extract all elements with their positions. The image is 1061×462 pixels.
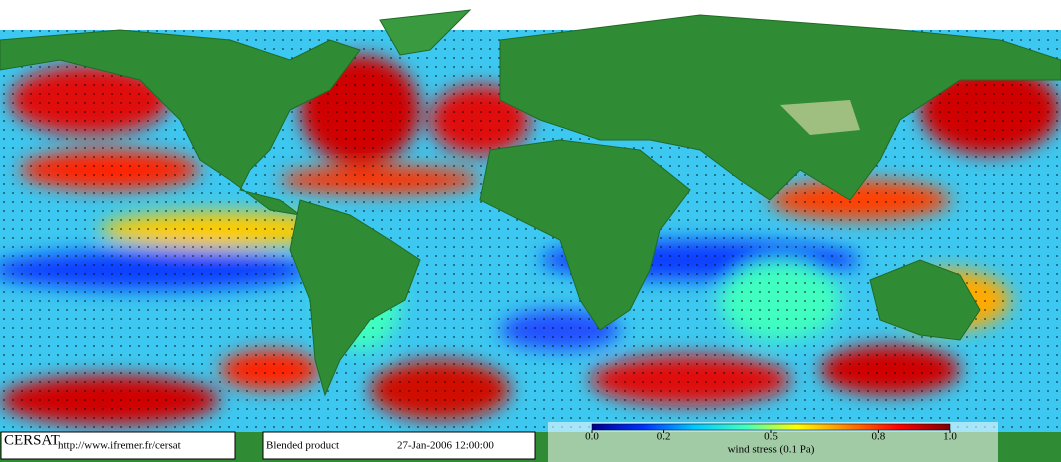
logo-box	[0, 431, 236, 460]
colorbar-tick-label: 0.8	[872, 431, 886, 443]
colorbar-tick-label: 0.2	[657, 431, 671, 443]
colorbar-tick-label: 1.0	[943, 431, 957, 443]
logo: CERSAT	[4, 432, 60, 448]
colorbar-tick-label: 0.5	[764, 431, 778, 443]
footer: CERSAT http://www.ifremer.fr/cersat Blen…	[0, 422, 998, 462]
colorbar-tick-label: 0.0	[585, 431, 599, 443]
date: 27-Jan-2006 12:00:00	[397, 440, 494, 452]
land	[0, 9, 1061, 397]
product-box	[262, 431, 536, 460]
colorbar-label: wind stress (0.1 Pa)	[728, 444, 815, 456]
url: http://www.ifremer.fr/cersat	[58, 440, 181, 452]
colorbar	[591, 423, 951, 431]
product: Blended product	[266, 440, 339, 452]
